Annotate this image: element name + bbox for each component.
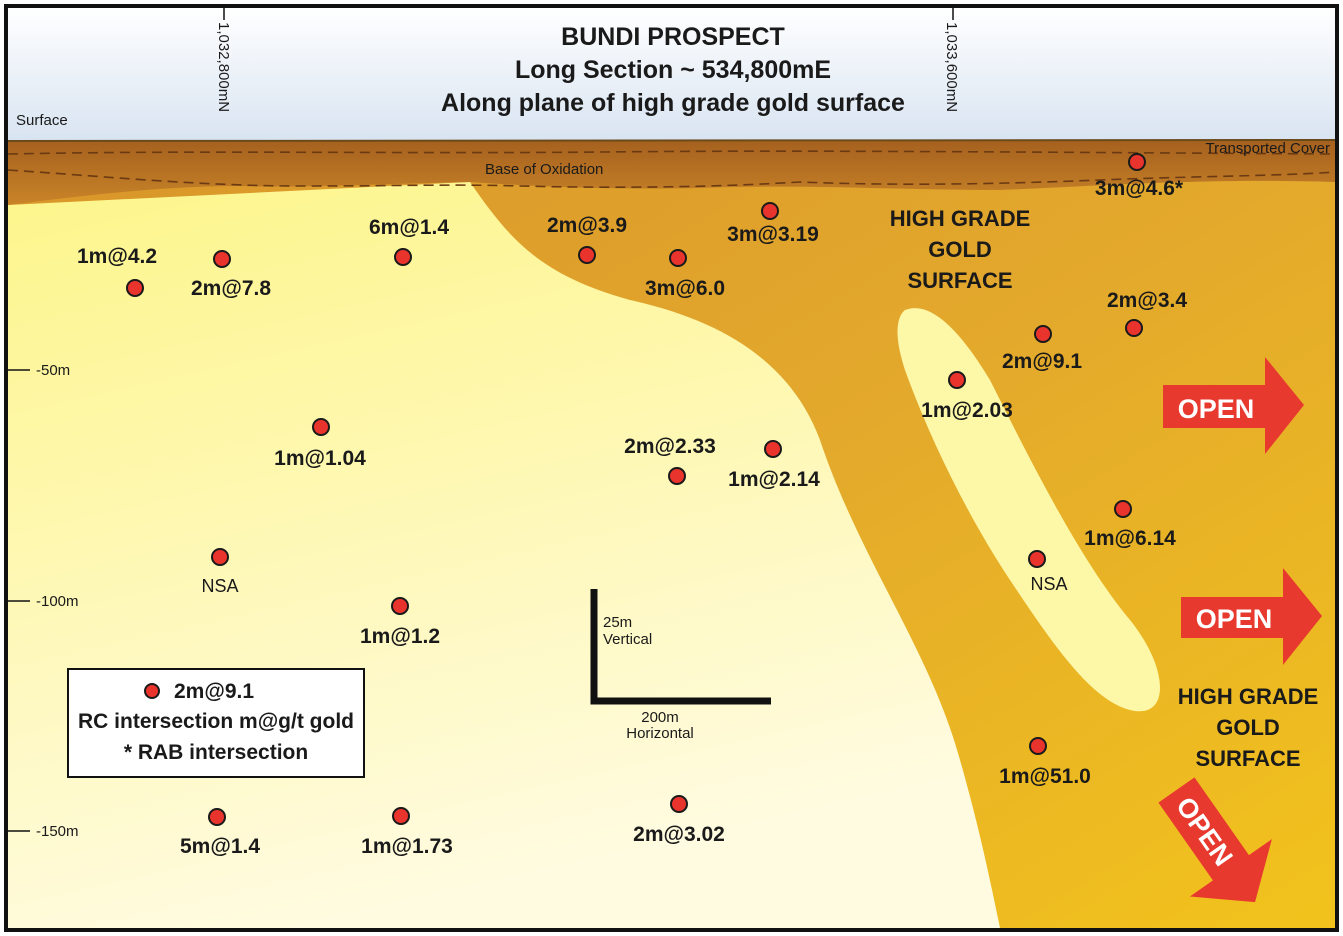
open-arrow: OPEN (1181, 568, 1322, 665)
zone-label: SURFACE (907, 268, 1012, 293)
legend-line-1: RC intersection m@g/t gold (78, 710, 354, 733)
scale-horizontal-label: Horizontal (626, 725, 694, 742)
intersection-dot (668, 467, 686, 485)
intersection-dots (126, 153, 1146, 826)
intersection-labels: 1m@4.2 2m@7.8 6m@1.4 2m@3.9 3m@6.0 3m@3.… (77, 177, 1187, 858)
intersection-dot (391, 597, 409, 615)
depth-tick: -50m (36, 362, 70, 379)
title-line-2: Long Section ~ 534,800mE (515, 56, 831, 84)
intersection-label: 1m@2.03 (921, 399, 1013, 422)
title-line-1: BUNDI PROSPECT (561, 23, 785, 51)
intersection-label: 1m@51.0 (999, 765, 1091, 788)
zone-label: HIGH GRADE (1178, 684, 1319, 709)
intersection-dot (1034, 325, 1052, 343)
legend-dot (144, 683, 160, 699)
intersection-label: 3m@4.6* (1095, 177, 1184, 200)
intersection-dot (670, 795, 688, 813)
intersection-label: 2m@3.02 (633, 823, 725, 846)
intersection-dot (213, 250, 231, 268)
intersection-label: 5m@1.4 (180, 835, 260, 858)
scale-vertical-value: 25m (603, 614, 632, 631)
intersection-label: 3m@6.0 (645, 277, 725, 300)
frame (4, 4, 1339, 932)
intersection-label: 1m@6.14 (1084, 527, 1176, 550)
surface-line (7, 139, 1336, 142)
intersection-label: 1m@1.04 (274, 447, 366, 470)
legend-line-2: * RAB intersection (124, 741, 308, 764)
transported-cover-line (7, 150, 1336, 155)
scale-bar: 25m Vertical 200m Horizontal (590, 589, 771, 742)
intersection-label: NSA (201, 576, 238, 596)
legend-sample: 2m@9.1 (174, 680, 254, 703)
intersection-dot (394, 248, 412, 266)
intersection-dot (1125, 319, 1143, 337)
intersection-label: NSA (1030, 574, 1067, 594)
open-label: OPEN (1178, 394, 1255, 424)
zone-label: GOLD (1216, 715, 1280, 740)
intersection-label: 2m@3.9 (547, 214, 627, 237)
depth-tick: -100m (36, 593, 79, 610)
scale-horizontal-value: 200m (641, 709, 679, 726)
nsa-lens (897, 308, 1160, 712)
intersection-label: 1m@1.73 (361, 835, 453, 858)
open-arrow: OPEN (1163, 357, 1304, 454)
zone-label: HIGH GRADE (890, 206, 1031, 231)
intersection-dot (1128, 153, 1146, 171)
intersection-dot (208, 808, 226, 826)
oxidation-label: Base of Oxidation (485, 161, 603, 178)
northing-label: 1,032,800mN (215, 22, 232, 112)
intersection-label: 2m@9.1 (1002, 350, 1082, 373)
intersection-dot (126, 279, 144, 297)
surface-label: Surface (16, 112, 68, 129)
intersection-label: 1m@1.2 (360, 625, 440, 648)
intersection-label: 2m@3.4 (1107, 289, 1187, 312)
zone-label: SURFACE (1195, 746, 1300, 771)
northing-label: 1,033,600mN (943, 22, 960, 112)
intersection-label: 3m@3.19 (727, 223, 819, 246)
intersection-dot (578, 246, 596, 264)
intersection-dot (211, 548, 229, 566)
depth-tick: -150m (36, 823, 79, 840)
intersection-dot (1028, 550, 1046, 568)
title-line-3: Along plane of high grade gold surface (441, 89, 905, 117)
intersection-dot (1114, 500, 1132, 518)
intersection-dot (669, 249, 687, 267)
sky-area (8, 8, 1335, 146)
transported-cover-label: Transported Cover (1206, 140, 1331, 157)
open-label: OPEN (1196, 604, 1273, 634)
intersection-label: 1m@2.14 (728, 468, 820, 491)
transported-cover-band (8, 140, 1335, 205)
scale-vertical-label: Vertical (603, 631, 652, 648)
intersection-label: 6m@1.4 (369, 216, 449, 239)
intersection-dot (764, 440, 782, 458)
intersection-label: 2m@2.33 (624, 435, 716, 458)
intersection-label: 2m@7.8 (191, 277, 271, 300)
intersection-dot (761, 202, 779, 220)
intersection-label: 1m@4.2 (77, 245, 157, 268)
intersection-dot (1029, 737, 1047, 755)
legend: 2m@9.1 RC intersection m@g/t gold * RAB … (67, 668, 365, 778)
intersection-dot (392, 807, 410, 825)
intersection-dot (312, 418, 330, 436)
intersection-dot (948, 371, 966, 389)
zone-label: GOLD (928, 237, 992, 262)
